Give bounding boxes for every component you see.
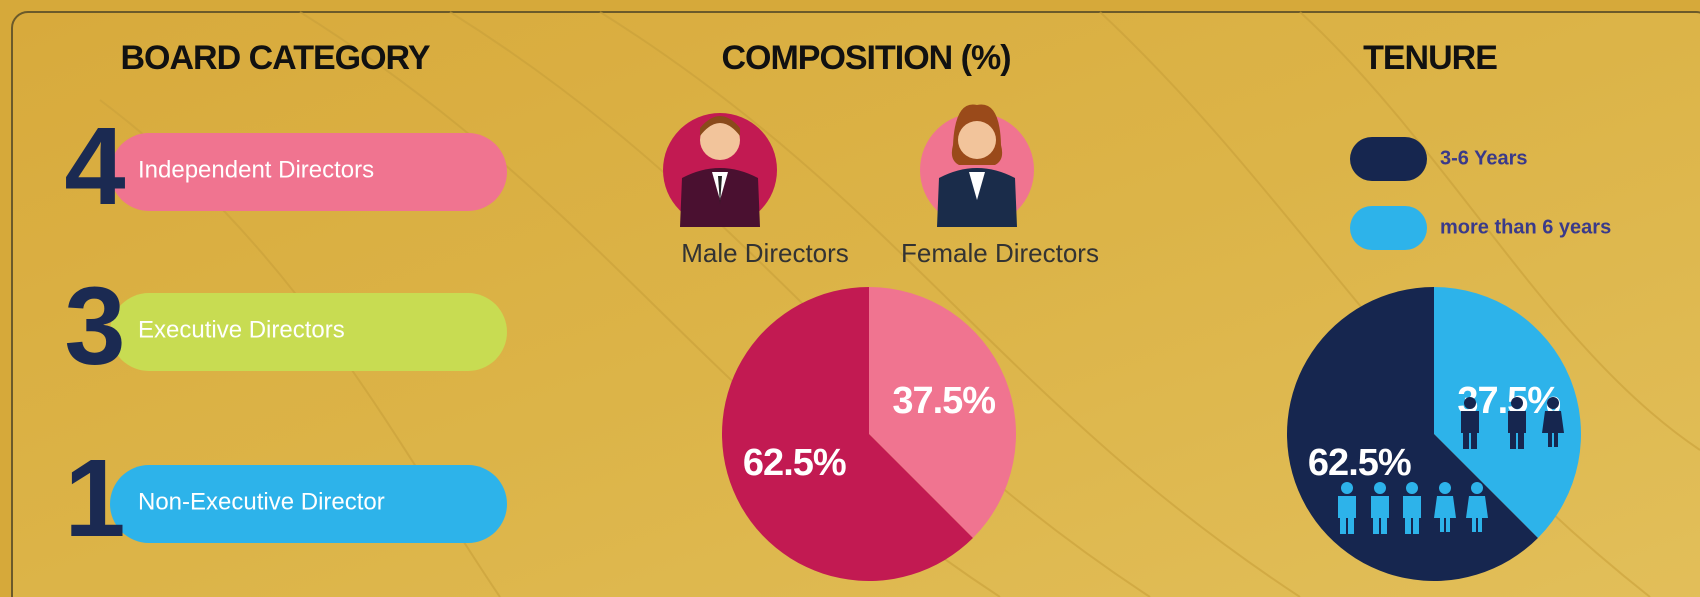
legend-swatch xyxy=(1350,206,1427,250)
slice-label: 37.5% xyxy=(892,380,995,422)
board-category: 4 Independent Directors 3 Executive Directo… xyxy=(64,105,507,560)
legend-label: more than 6 years xyxy=(1440,216,1611,238)
section-title: TENURE xyxy=(1363,39,1497,77)
icon-head xyxy=(1511,397,1523,409)
legend-label: Male Directors xyxy=(681,238,849,268)
icon-head xyxy=(1341,482,1353,494)
icon-head xyxy=(1464,397,1476,409)
icon-head xyxy=(1439,482,1451,494)
infographic: BOARD CATEGORY 4 Independent Directors 3 Ex… xyxy=(0,0,1700,597)
category-count: 3 xyxy=(64,265,125,388)
icon-head xyxy=(1471,482,1483,494)
icon-head xyxy=(1406,482,1418,494)
icon-head xyxy=(1547,397,1559,409)
category-label: Executive Directors xyxy=(138,316,345,343)
section-title: BOARD CATEGORY xyxy=(121,39,431,77)
icon-head xyxy=(1374,482,1386,494)
legend-swatch xyxy=(1350,137,1427,181)
slice-label: 62.5% xyxy=(1308,442,1411,484)
legend-label: 3-6 Years xyxy=(1440,147,1528,169)
legend-label: Female Directors xyxy=(901,238,1099,268)
category-label: Independent Directors xyxy=(138,156,374,183)
section-title: COMPOSITION (%) xyxy=(721,39,1010,77)
category-label: Non-Executive Director xyxy=(138,488,385,515)
male-avatar xyxy=(663,113,777,227)
category-count: 4 xyxy=(64,105,125,228)
category-count: 1 xyxy=(64,437,125,560)
slice-label: 62.5% xyxy=(743,442,846,484)
